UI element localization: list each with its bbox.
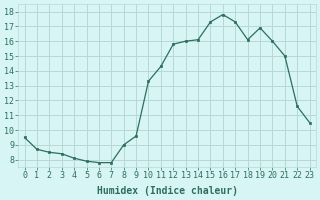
X-axis label: Humidex (Indice chaleur): Humidex (Indice chaleur) xyxy=(97,186,237,196)
